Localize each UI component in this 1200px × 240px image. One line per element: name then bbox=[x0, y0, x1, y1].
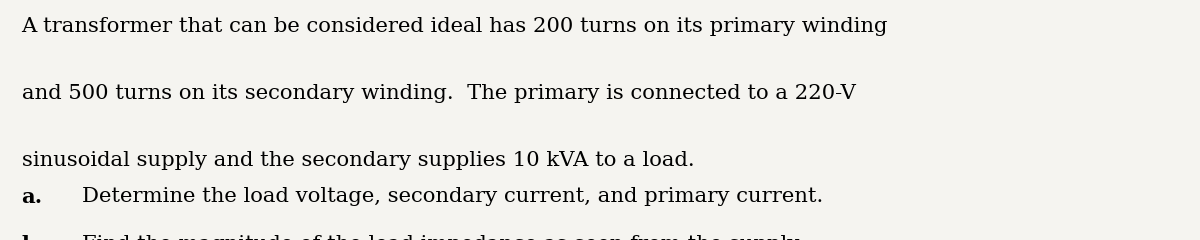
Text: and 500 turns on its secondary winding.  The primary is connected to a 220-V: and 500 turns on its secondary winding. … bbox=[22, 84, 856, 103]
Text: Find the magnitude of the load impedance as seen from the supply.: Find the magnitude of the load impedance… bbox=[82, 235, 803, 240]
Text: a.: a. bbox=[22, 187, 43, 207]
Text: Determine the load voltage, secondary current, and primary current.: Determine the load voltage, secondary cu… bbox=[82, 187, 823, 206]
Text: A transformer that can be considered ideal has 200 turns on its primary winding: A transformer that can be considered ide… bbox=[22, 17, 888, 36]
Text: sinusoidal supply and the secondary supplies 10 kVA to a load.: sinusoidal supply and the secondary supp… bbox=[22, 151, 695, 170]
Text: b.: b. bbox=[22, 235, 43, 240]
